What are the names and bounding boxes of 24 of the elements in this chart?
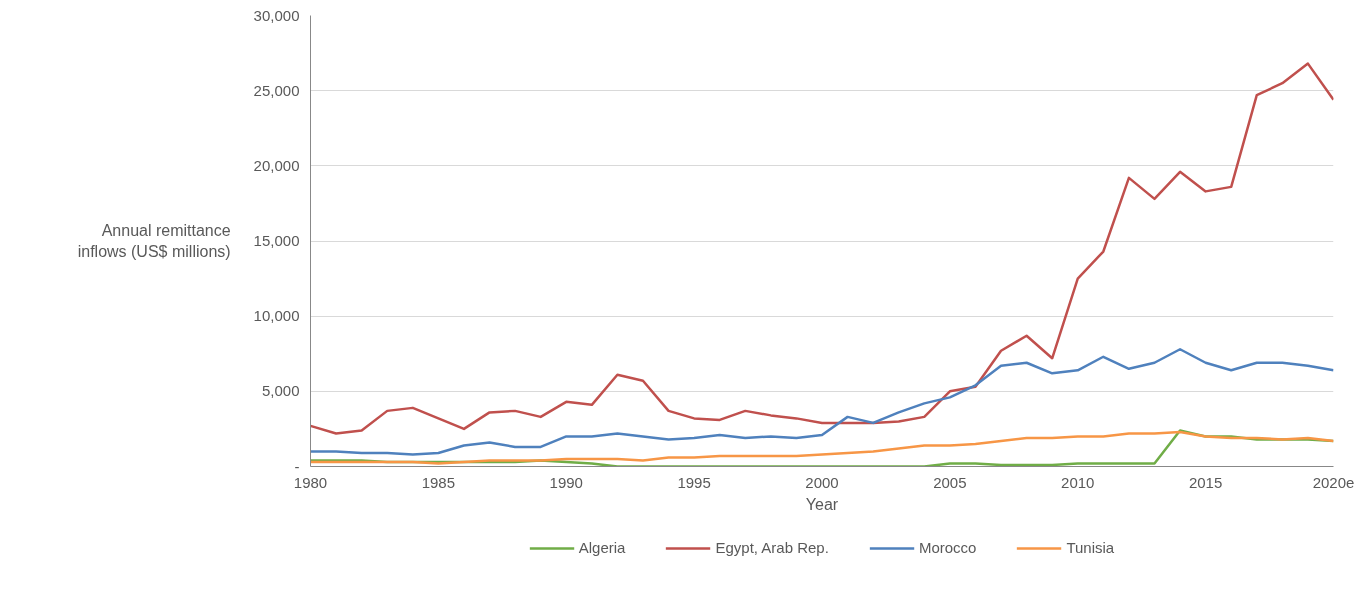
- y-tick-label: 15,000: [253, 232, 300, 249]
- y-tick-label: 30,000: [253, 6, 300, 24]
- legend-label: Morocco: [918, 539, 977, 556]
- y-axis-title: Annual remittance inflows (US$ millions): [77, 222, 231, 260]
- x-tick-label: 1985: [421, 473, 456, 491]
- y-tick-label: 25,000: [253, 81, 300, 99]
- x-axis-title: Year: [805, 495, 839, 513]
- x-tick-label: 2000: [805, 473, 839, 491]
- x-tick-label: 2015: [1188, 473, 1223, 491]
- y-tick-label: 5,000: [261, 382, 300, 400]
- y-tick-label: 20,000: [253, 156, 300, 174]
- x-tick-label: 2005: [933, 473, 967, 491]
- x-tick-label: 1990: [549, 473, 583, 491]
- x-tick-label: 1995: [677, 473, 711, 491]
- legend-label: Egypt, Arab Rep.: [715, 539, 829, 556]
- x-tick-label: 2010: [1061, 473, 1095, 491]
- line-series: [310, 62, 1334, 435]
- legend-label: Tunisia: [1066, 539, 1115, 556]
- line-series: [310, 347, 1334, 456]
- x-tick-label: 1980: [293, 473, 328, 491]
- x-tick-label: 2020e: [1312, 473, 1355, 491]
- legend-label: Algeria: [578, 539, 626, 556]
- y-tick-label: 10,000: [253, 307, 300, 325]
- y-tick-label: -: [294, 457, 300, 475]
